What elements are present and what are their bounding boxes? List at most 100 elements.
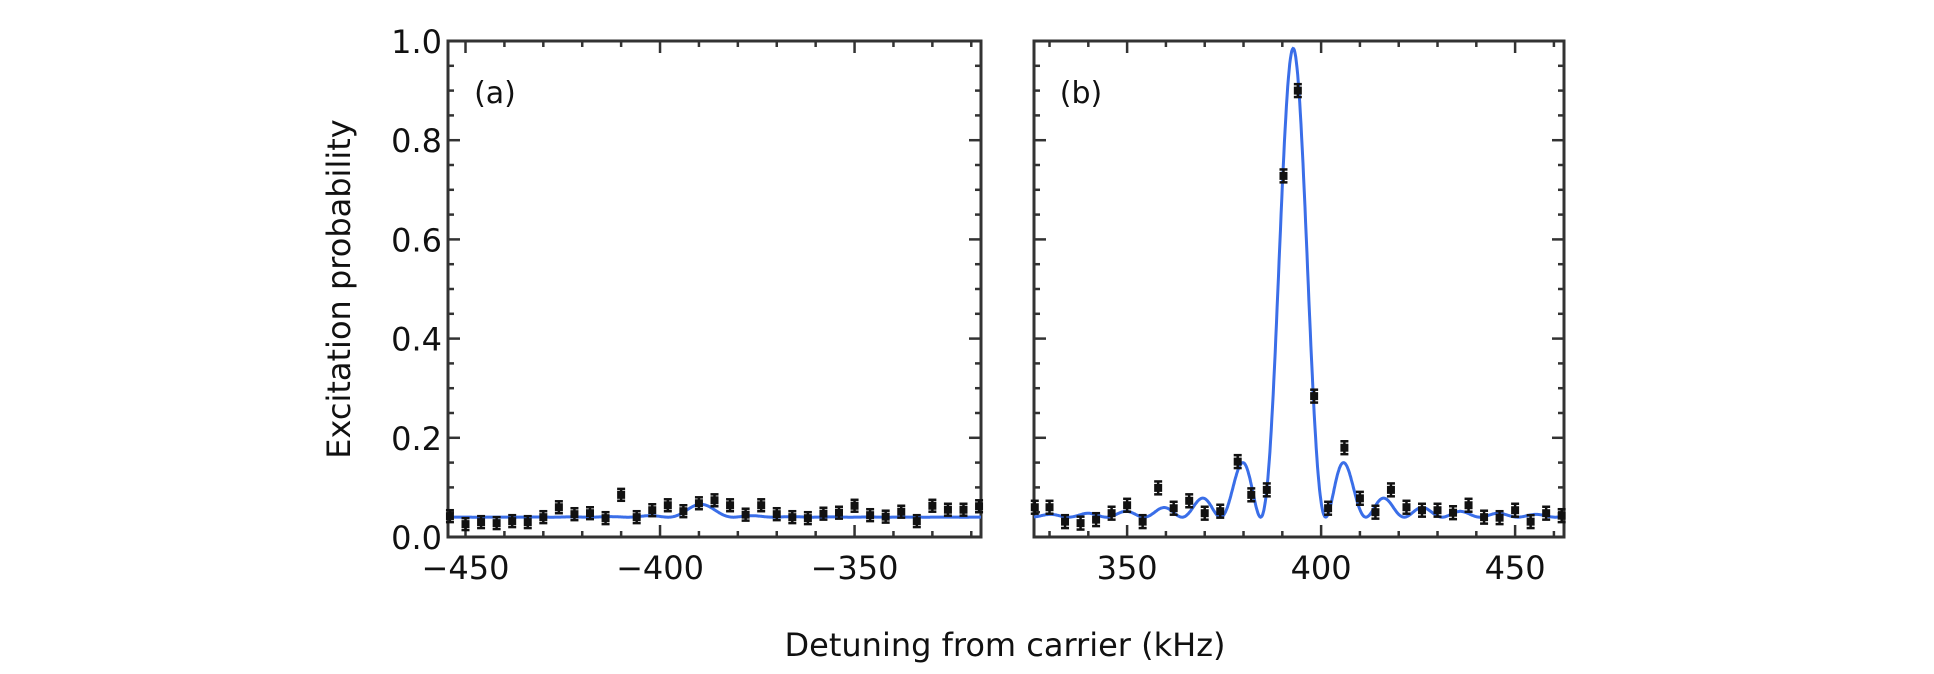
- data-marker: [834, 508, 843, 517]
- data-point: [741, 507, 750, 522]
- data-point: [679, 504, 688, 519]
- data-marker: [1061, 517, 1070, 526]
- panel-label: (b): [1060, 76, 1102, 111]
- data-marker: [866, 511, 875, 520]
- data-marker: [1030, 503, 1039, 512]
- data-marker: [1216, 507, 1225, 516]
- data-marker: [1417, 506, 1426, 515]
- data-point: [445, 508, 454, 524]
- data-point: [1262, 482, 1271, 498]
- data-marker: [912, 517, 921, 526]
- plot-frame: [446, 39, 983, 539]
- data-marker: [663, 501, 672, 510]
- x-axis-title: Detuning from carrier (kHz): [785, 626, 1226, 664]
- data-point: [757, 498, 766, 513]
- data-marker: [881, 512, 890, 521]
- data-marker: [617, 490, 626, 499]
- y-tick-label: 1.0: [391, 23, 442, 61]
- data-marker: [1386, 485, 1395, 494]
- data-marker: [1185, 496, 1194, 505]
- data-point: [523, 514, 532, 530]
- data-point: [1169, 500, 1178, 516]
- data-point: [834, 505, 843, 520]
- x-tick-label: −450: [422, 549, 510, 587]
- data-point: [1200, 505, 1209, 521]
- data-point: [617, 487, 626, 503]
- data-point: [1233, 453, 1242, 470]
- data-marker: [461, 520, 470, 529]
- data-marker: [1262, 485, 1271, 494]
- fit-curve: [1033, 46, 1565, 519]
- panel-a: −450 −400 −350 0.0 0.2 0.4 0.6 0.8 1.0 (a): [391, 23, 984, 587]
- data-point: [1386, 482, 1395, 498]
- data-point: [1371, 504, 1380, 520]
- data-marker: [1371, 508, 1380, 517]
- data-marker: [943, 505, 952, 514]
- data-marker: [1355, 494, 1364, 503]
- data-point: [1433, 502, 1442, 518]
- data-point: [1092, 511, 1101, 528]
- data-marker: [492, 519, 501, 528]
- data-point: [1557, 507, 1566, 524]
- y-tick-label: 0.6: [391, 221, 442, 259]
- data-point: [1247, 487, 1256, 503]
- data-point: [1340, 440, 1349, 456]
- data-point: [648, 503, 657, 518]
- data-point: [508, 513, 517, 529]
- data-marker: [1138, 517, 1147, 526]
- data-point: [710, 493, 719, 508]
- data-marker: [1092, 515, 1101, 524]
- data-marker: [1449, 508, 1458, 517]
- data-point: [663, 498, 672, 513]
- data-point: [943, 502, 952, 517]
- data-point: [694, 496, 703, 511]
- data-marker: [788, 513, 797, 522]
- data-marker: [694, 499, 703, 508]
- data-point: [803, 510, 812, 526]
- data-point: [881, 509, 890, 524]
- data-point: [554, 500, 563, 515]
- data-marker: [1480, 513, 1489, 522]
- data-point: [1511, 502, 1520, 518]
- data-point: [928, 498, 937, 513]
- data-marker: [570, 510, 579, 519]
- data-point: [1154, 480, 1163, 496]
- panel-b: 350 400 450 (b): [1030, 39, 1566, 587]
- data-marker: [648, 506, 657, 515]
- data-point: [959, 502, 968, 517]
- data-marker: [897, 507, 906, 516]
- data-marker: [1433, 506, 1442, 515]
- data-point: [1061, 513, 1070, 530]
- data-point: [1185, 493, 1194, 509]
- data-point: [1495, 509, 1504, 526]
- data-point: [570, 506, 579, 522]
- data-marker: [1340, 443, 1349, 452]
- data-marker: [1495, 513, 1504, 522]
- data-marker: [679, 507, 688, 516]
- data-marker: [1233, 457, 1242, 466]
- data-point: [1293, 82, 1302, 99]
- data-point: [1449, 504, 1458, 521]
- data-marker: [959, 505, 968, 514]
- y-tick-label: 0.8: [391, 122, 442, 160]
- data-marker: [757, 501, 766, 510]
- data-marker: [1123, 501, 1132, 510]
- data-point: [586, 505, 595, 521]
- data-point: [1310, 388, 1319, 404]
- data-point: [1526, 513, 1535, 530]
- data-point: [1030, 499, 1039, 515]
- data-point: [912, 513, 921, 529]
- data-point: [975, 499, 984, 514]
- data-marker: [1247, 490, 1256, 499]
- data-point: [1355, 490, 1364, 507]
- y-tick-label: 0.0: [391, 519, 442, 557]
- data-point: [461, 516, 470, 532]
- data-point: [850, 498, 859, 513]
- data-point: [1216, 503, 1225, 519]
- data-marker: [1076, 519, 1085, 528]
- data-marker: [601, 514, 610, 523]
- data-marker: [819, 509, 828, 518]
- data-point: [1324, 500, 1333, 516]
- data-marker: [1045, 503, 1054, 512]
